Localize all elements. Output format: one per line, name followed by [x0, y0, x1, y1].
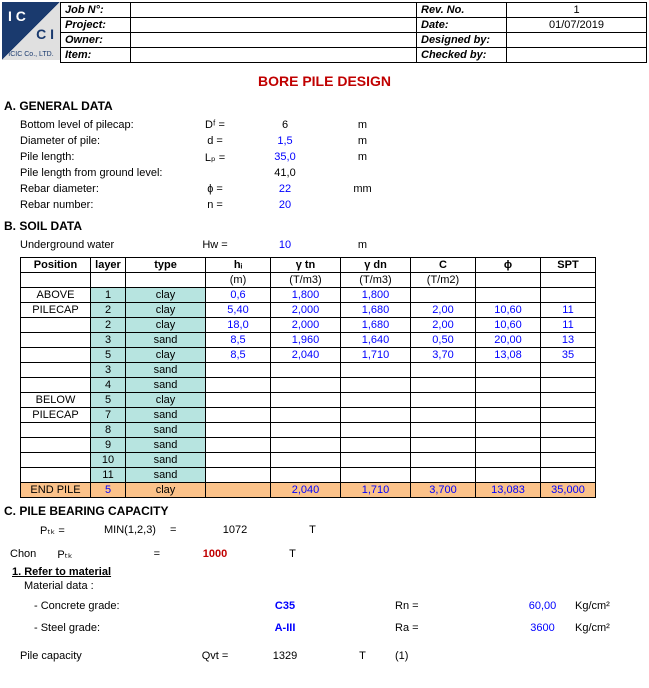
table-row: 9sand [21, 438, 596, 453]
a-label: Pile length from ground level: [20, 167, 190, 179]
ug-val: 10 [240, 239, 330, 251]
table-row: ABOVE1clay0,61,8001,800 [21, 288, 596, 303]
ug-unit: m [330, 239, 395, 251]
ug-label: Underground water [20, 239, 190, 251]
a-label: Pile length: [20, 151, 190, 163]
header: ICIC Co., LTD. Job N°:Rev. No.1 Project:… [0, 0, 649, 65]
a-label: Rebar number: [20, 199, 190, 211]
section-a: A. GENERAL DATA [4, 99, 649, 113]
table-row: PILECAP7sand [21, 408, 596, 423]
table-row: 2clay18,02,0001,6802,0010,6011 [21, 318, 596, 333]
section-b: B. SOIL DATA [4, 219, 649, 233]
table-row: PILECAP2clay5,402,0001,6802,0010,6011 [21, 303, 596, 318]
soil-table: Positionlayertypehᵢγ tnγ dnCɸSPT(m)(T/m3… [20, 257, 596, 498]
a-label: Diameter of pile: [20, 135, 190, 147]
table-row: 3sand8,51,9601,6400,5020,0013 [21, 333, 596, 348]
section-c: C. PILE BEARING CAPACITY [4, 504, 649, 518]
ug-sym: Hw = [190, 239, 240, 251]
a-label: Bottom level of pilecap: [20, 119, 190, 131]
ref-heading: 1. Refer to material [12, 566, 649, 578]
table-row: 4sand [21, 378, 596, 393]
pile-capacity: 1329 [240, 650, 330, 662]
header-table: Job N°:Rev. No.1 Project:Date:01/07/2019… [60, 2, 647, 63]
mat-label: Material data : [24, 580, 649, 592]
page-title: BORE PILE DESIGN [0, 73, 649, 89]
end-row: END PILE5clay2,0401,7103,70013,08335,000 [21, 483, 596, 498]
chon-val: 1000 [170, 548, 260, 560]
table-row: 11sand [21, 468, 596, 483]
a-label: Rebar diameter: [20, 183, 190, 195]
table-row: 3sand [21, 363, 596, 378]
table-row: BELOW5clay [21, 393, 596, 408]
ptk: Pₜₖ = [40, 524, 90, 537]
logo: ICIC Co., LTD. [2, 2, 60, 60]
table-row: 8sand [21, 423, 596, 438]
table-row: 5clay8,52,0401,7103,7013,0835 [21, 348, 596, 363]
table-row: 10sand [21, 453, 596, 468]
